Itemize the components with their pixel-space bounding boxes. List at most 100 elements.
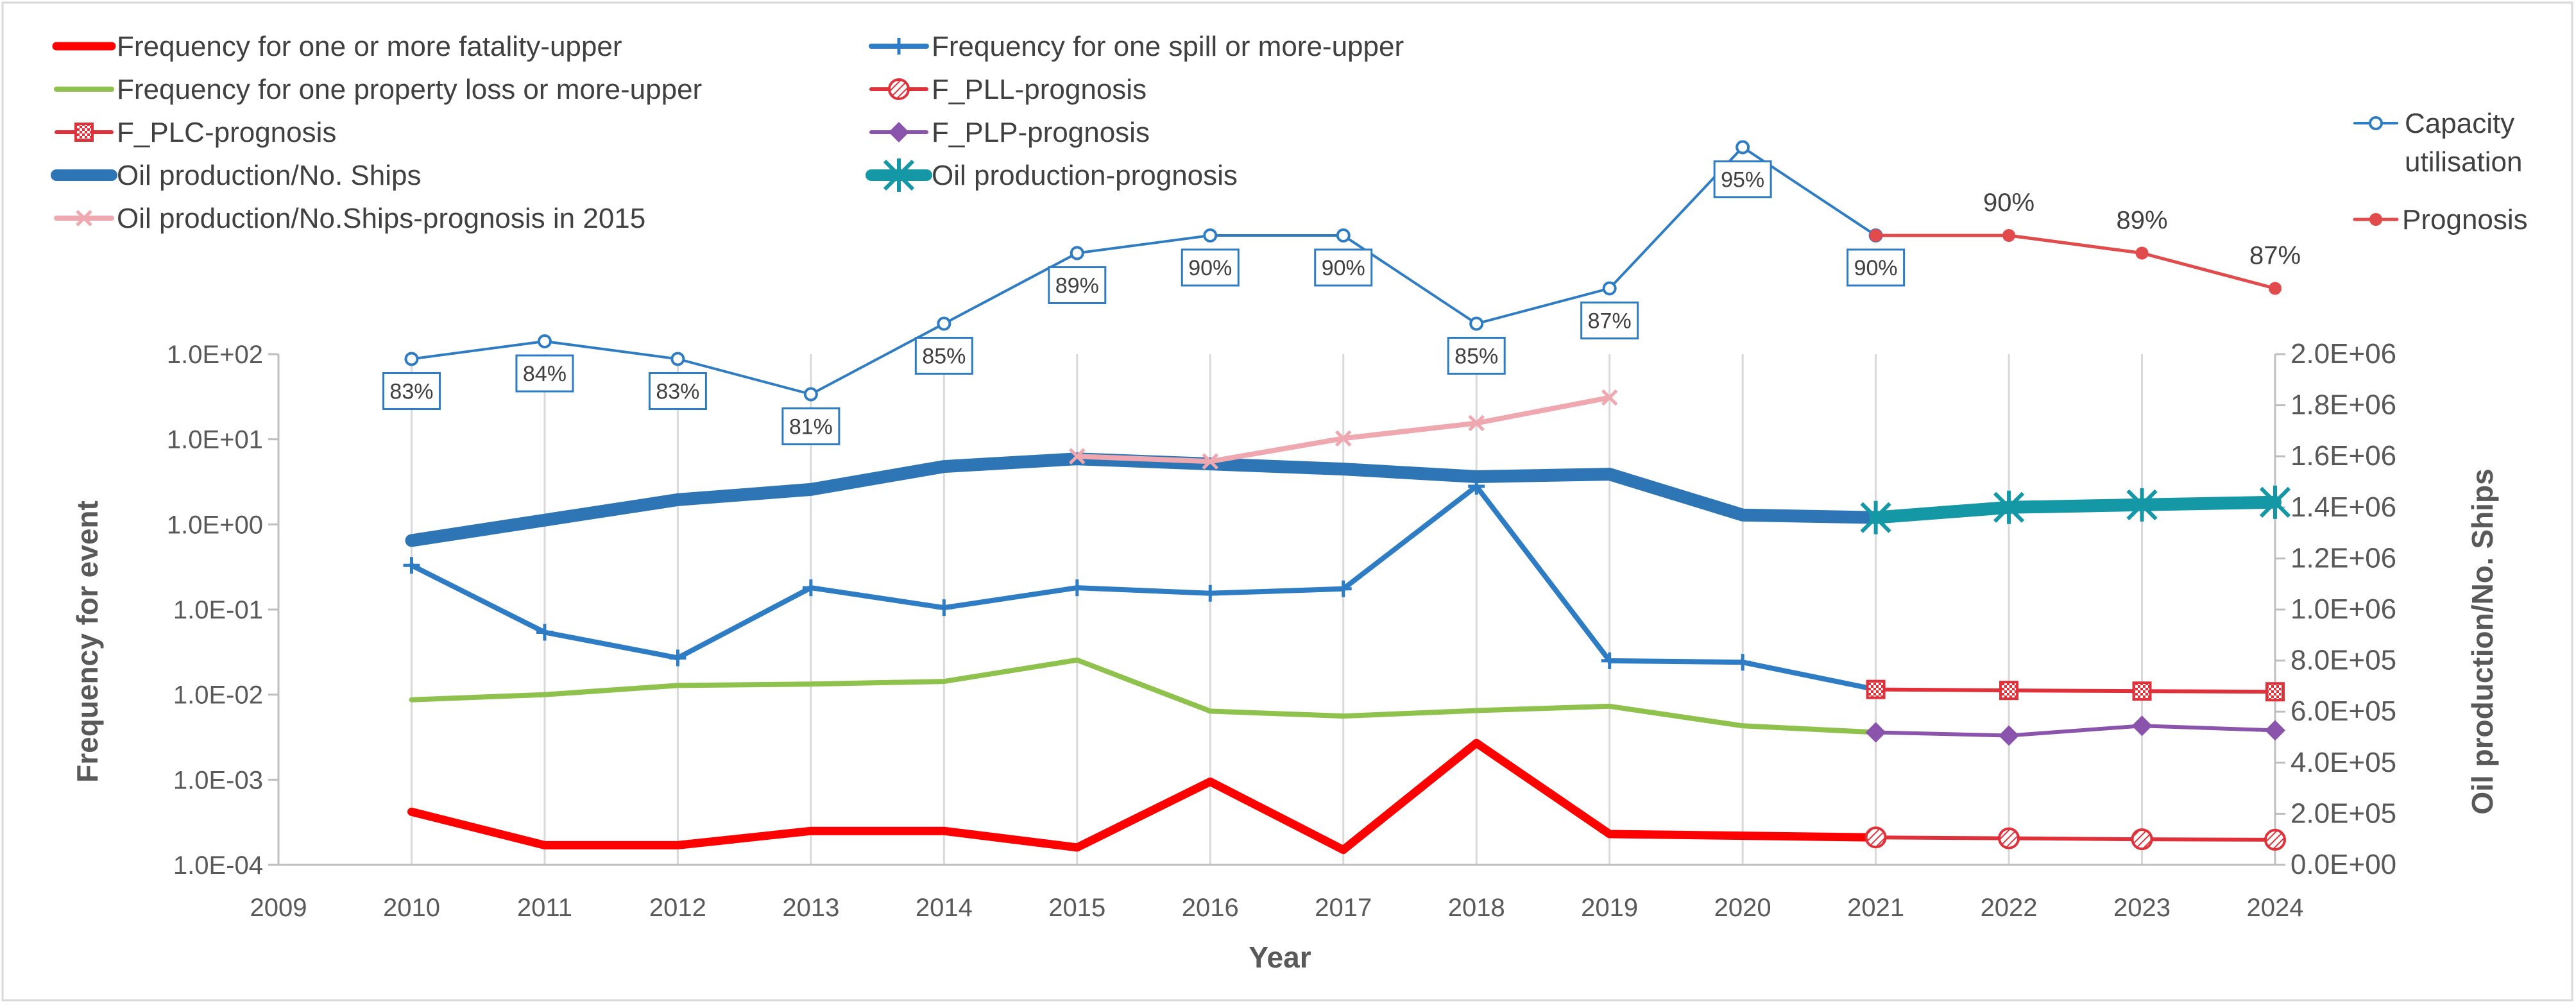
legend-item-f-plc-prognosis: F_PLC-prognosis (55, 117, 336, 148)
data-point (1336, 228, 1351, 243)
series-line (407, 738, 1881, 855)
data-point (2131, 828, 2153, 851)
data-point (1070, 246, 1084, 260)
y-left-tick-label: 1.0E+01 (167, 426, 263, 454)
data-point (1335, 580, 1352, 597)
legend-item-oil-production-no-ships-prognosis-in-2015: Oil production/No.Ships-prognosis in 201… (54, 203, 645, 234)
data-point (2131, 715, 2153, 737)
series-line (1873, 687, 2277, 694)
series-oil-production-no-ships-prognosis-in-2015 (1069, 389, 1618, 470)
data-point (1069, 448, 1086, 465)
legend-label: Prognosis (2402, 204, 2528, 235)
series-line (409, 484, 1879, 692)
legend-marker (74, 123, 94, 142)
y-right-tick-label: 2.0E+05 (2290, 797, 2396, 829)
data-labels: 83% 84% 83% 81% 85% 89% 90% 90% 85% 87% 95% 90% 90% 8… (382, 160, 2301, 445)
data-point (2132, 681, 2152, 701)
capacity-label: 87% (1588, 309, 1632, 334)
data-point (669, 649, 687, 667)
data-point (802, 579, 819, 597)
y-axis-left-title: Frequency for event (71, 500, 104, 783)
series-line (1873, 724, 2277, 738)
data-point (403, 557, 420, 574)
capacity-label: 90% (1322, 256, 1365, 280)
capacity-label: 84% (523, 362, 567, 386)
data-point (2135, 246, 2149, 260)
capacity-label: 95% (1721, 168, 1764, 192)
legend-marker (2369, 213, 2382, 226)
y-right-tick-label: 0.0E+00 (2290, 849, 2396, 880)
legend-marker (2369, 116, 2383, 130)
data-point (937, 316, 951, 331)
prognosis-label: 90% (1983, 189, 2034, 217)
y-right-tick-label: 1.4E+06 (2290, 491, 2396, 523)
series-line (1873, 835, 2277, 842)
y-axis-right-title: Oil production/No. Ships (2466, 468, 2499, 814)
prognosis-label: 89% (2117, 207, 2168, 235)
legend-marker (889, 122, 909, 142)
y-right-tick-label: 4.0E+05 (2290, 747, 2396, 778)
legend-label: utilisation (2405, 146, 2522, 178)
capacity-label-box (1048, 266, 1107, 304)
y-right-tick-label: 1.0E+06 (2290, 593, 2396, 625)
data-point (2269, 282, 2282, 295)
data-point (1866, 679, 1886, 699)
data-point (935, 599, 953, 617)
capacity-label: 81% (789, 415, 833, 439)
series-f-plc-prognosis (1866, 679, 2285, 702)
data-point (1734, 654, 1752, 671)
data-point (2265, 720, 2285, 741)
y-left-tick-label: 1.0E-04 (173, 851, 263, 880)
data-point (1601, 652, 1618, 669)
capacity-label-box (1314, 248, 1373, 287)
series-line (409, 657, 1879, 735)
x-tick-label: 2009 (250, 894, 307, 922)
data-point (1865, 722, 1886, 743)
x-tick-label: 2024 (2247, 894, 2304, 922)
data-point (1068, 579, 1086, 597)
data-point (1335, 430, 1352, 447)
legend-item-frequency-for-one-spill-or-more-upper: Frequency for one spill or more-upper (869, 31, 1404, 62)
data-point (2264, 828, 2286, 851)
y-left-tick-label: 1.0E+02 (167, 341, 263, 369)
data-point (2265, 682, 2285, 702)
y-left-tick-label: 1.0E+00 (167, 511, 263, 539)
x-tick-label: 2020 (1714, 894, 1771, 922)
series-line (1874, 234, 2277, 290)
series-prognosis (1869, 229, 2282, 295)
x-tick-label: 2010 (383, 894, 440, 922)
x-tick-label: 2016 (1182, 894, 1239, 922)
x-tick-label: 2011 (517, 894, 572, 922)
data-point (537, 334, 552, 348)
legend-marker (891, 38, 907, 55)
capacity-label: 83% (389, 380, 433, 404)
capacity-label-box (515, 354, 574, 393)
series-frequency-for-one-or-more-fatality-upper (407, 738, 1881, 855)
legend-label: Oil production-prognosis (932, 160, 1238, 191)
y-left-tick-label: 1.0E-03 (173, 766, 263, 794)
series-layer (403, 140, 2291, 855)
series-f-plp-prognosis (1865, 715, 2285, 746)
x-tick-label: 2012 (649, 894, 706, 922)
x-tick-label: 2017 (1315, 894, 1372, 922)
legend-item-oil-production-prognosis: Oil production-prognosis (866, 158, 1238, 192)
capacity-label-box (648, 372, 707, 410)
legend-item-oil-production-no-ships: Oil production/No. Ships (51, 160, 421, 191)
legend-label: Frequency for one spill or more-upper (932, 31, 1404, 62)
series-oil-production-prognosis (1860, 485, 2291, 534)
y-right-tick-label: 1.2E+06 (2290, 542, 2396, 574)
x-tick-label: 2023 (2113, 894, 2171, 922)
legend-marker (888, 78, 910, 100)
data-point (1999, 681, 2019, 701)
legend-marker (883, 158, 915, 192)
series-frequency-for-one-property-loss-or-more-upper (409, 657, 1879, 735)
data-point (1203, 228, 1218, 243)
legend-marker (76, 210, 92, 226)
data-point (404, 352, 419, 366)
data-point (1602, 281, 1617, 296)
capacity-label: 83% (656, 380, 699, 404)
series-line (1869, 495, 2282, 524)
x-axis-title: Year (1249, 941, 1311, 974)
capacity-label-box (1447, 337, 1506, 375)
capacity-label: 90% (1854, 256, 1898, 280)
